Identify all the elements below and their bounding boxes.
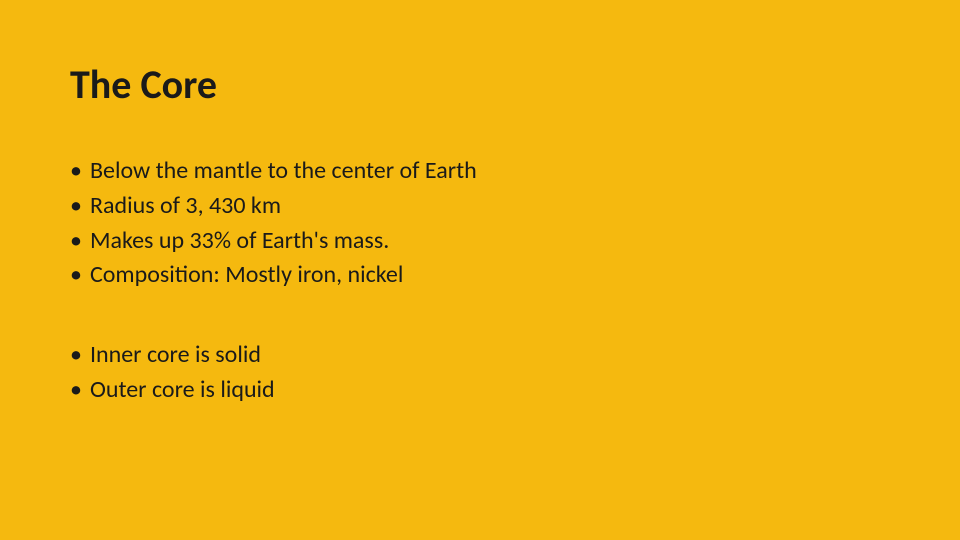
- bullet-text: Makes up 33% of Earth's mass.: [90, 224, 389, 259]
- bullet-item: • Makes up 33% of Earth's mass.: [70, 224, 890, 259]
- bullet-marker: •: [70, 224, 82, 259]
- bullet-marker: •: [70, 258, 82, 293]
- slide-container: The Core • Below the mantle to the cente…: [0, 0, 960, 513]
- bullet-item: • Composition: Mostly iron, nickel: [70, 258, 890, 293]
- slide-title: The Core: [70, 60, 890, 109]
- bullet-text: Inner core is solid: [90, 338, 261, 373]
- bullet-text: Outer core is liquid: [90, 373, 275, 408]
- bullet-marker: •: [70, 154, 82, 189]
- bullet-marker: •: [70, 189, 82, 224]
- bullet-item: • Outer core is liquid: [70, 373, 890, 408]
- bullet-text: Radius of 3, 430 km: [90, 189, 281, 224]
- bullet-marker: •: [70, 373, 82, 408]
- bullet-item: • Radius of 3, 430 km: [70, 189, 890, 224]
- bullet-item: • Below the mantle to the center of Eart…: [70, 154, 890, 189]
- bullet-group-2: • Inner core is solid • Outer core is li…: [70, 338, 890, 408]
- bullet-item: • Inner core is solid: [70, 338, 890, 373]
- bullet-group-1: • Below the mantle to the center of Eart…: [70, 154, 890, 293]
- bullet-marker: •: [70, 338, 82, 373]
- bullet-text: Below the mantle to the center of Earth: [90, 154, 477, 189]
- bullet-text: Composition: Mostly iron, nickel: [90, 258, 403, 293]
